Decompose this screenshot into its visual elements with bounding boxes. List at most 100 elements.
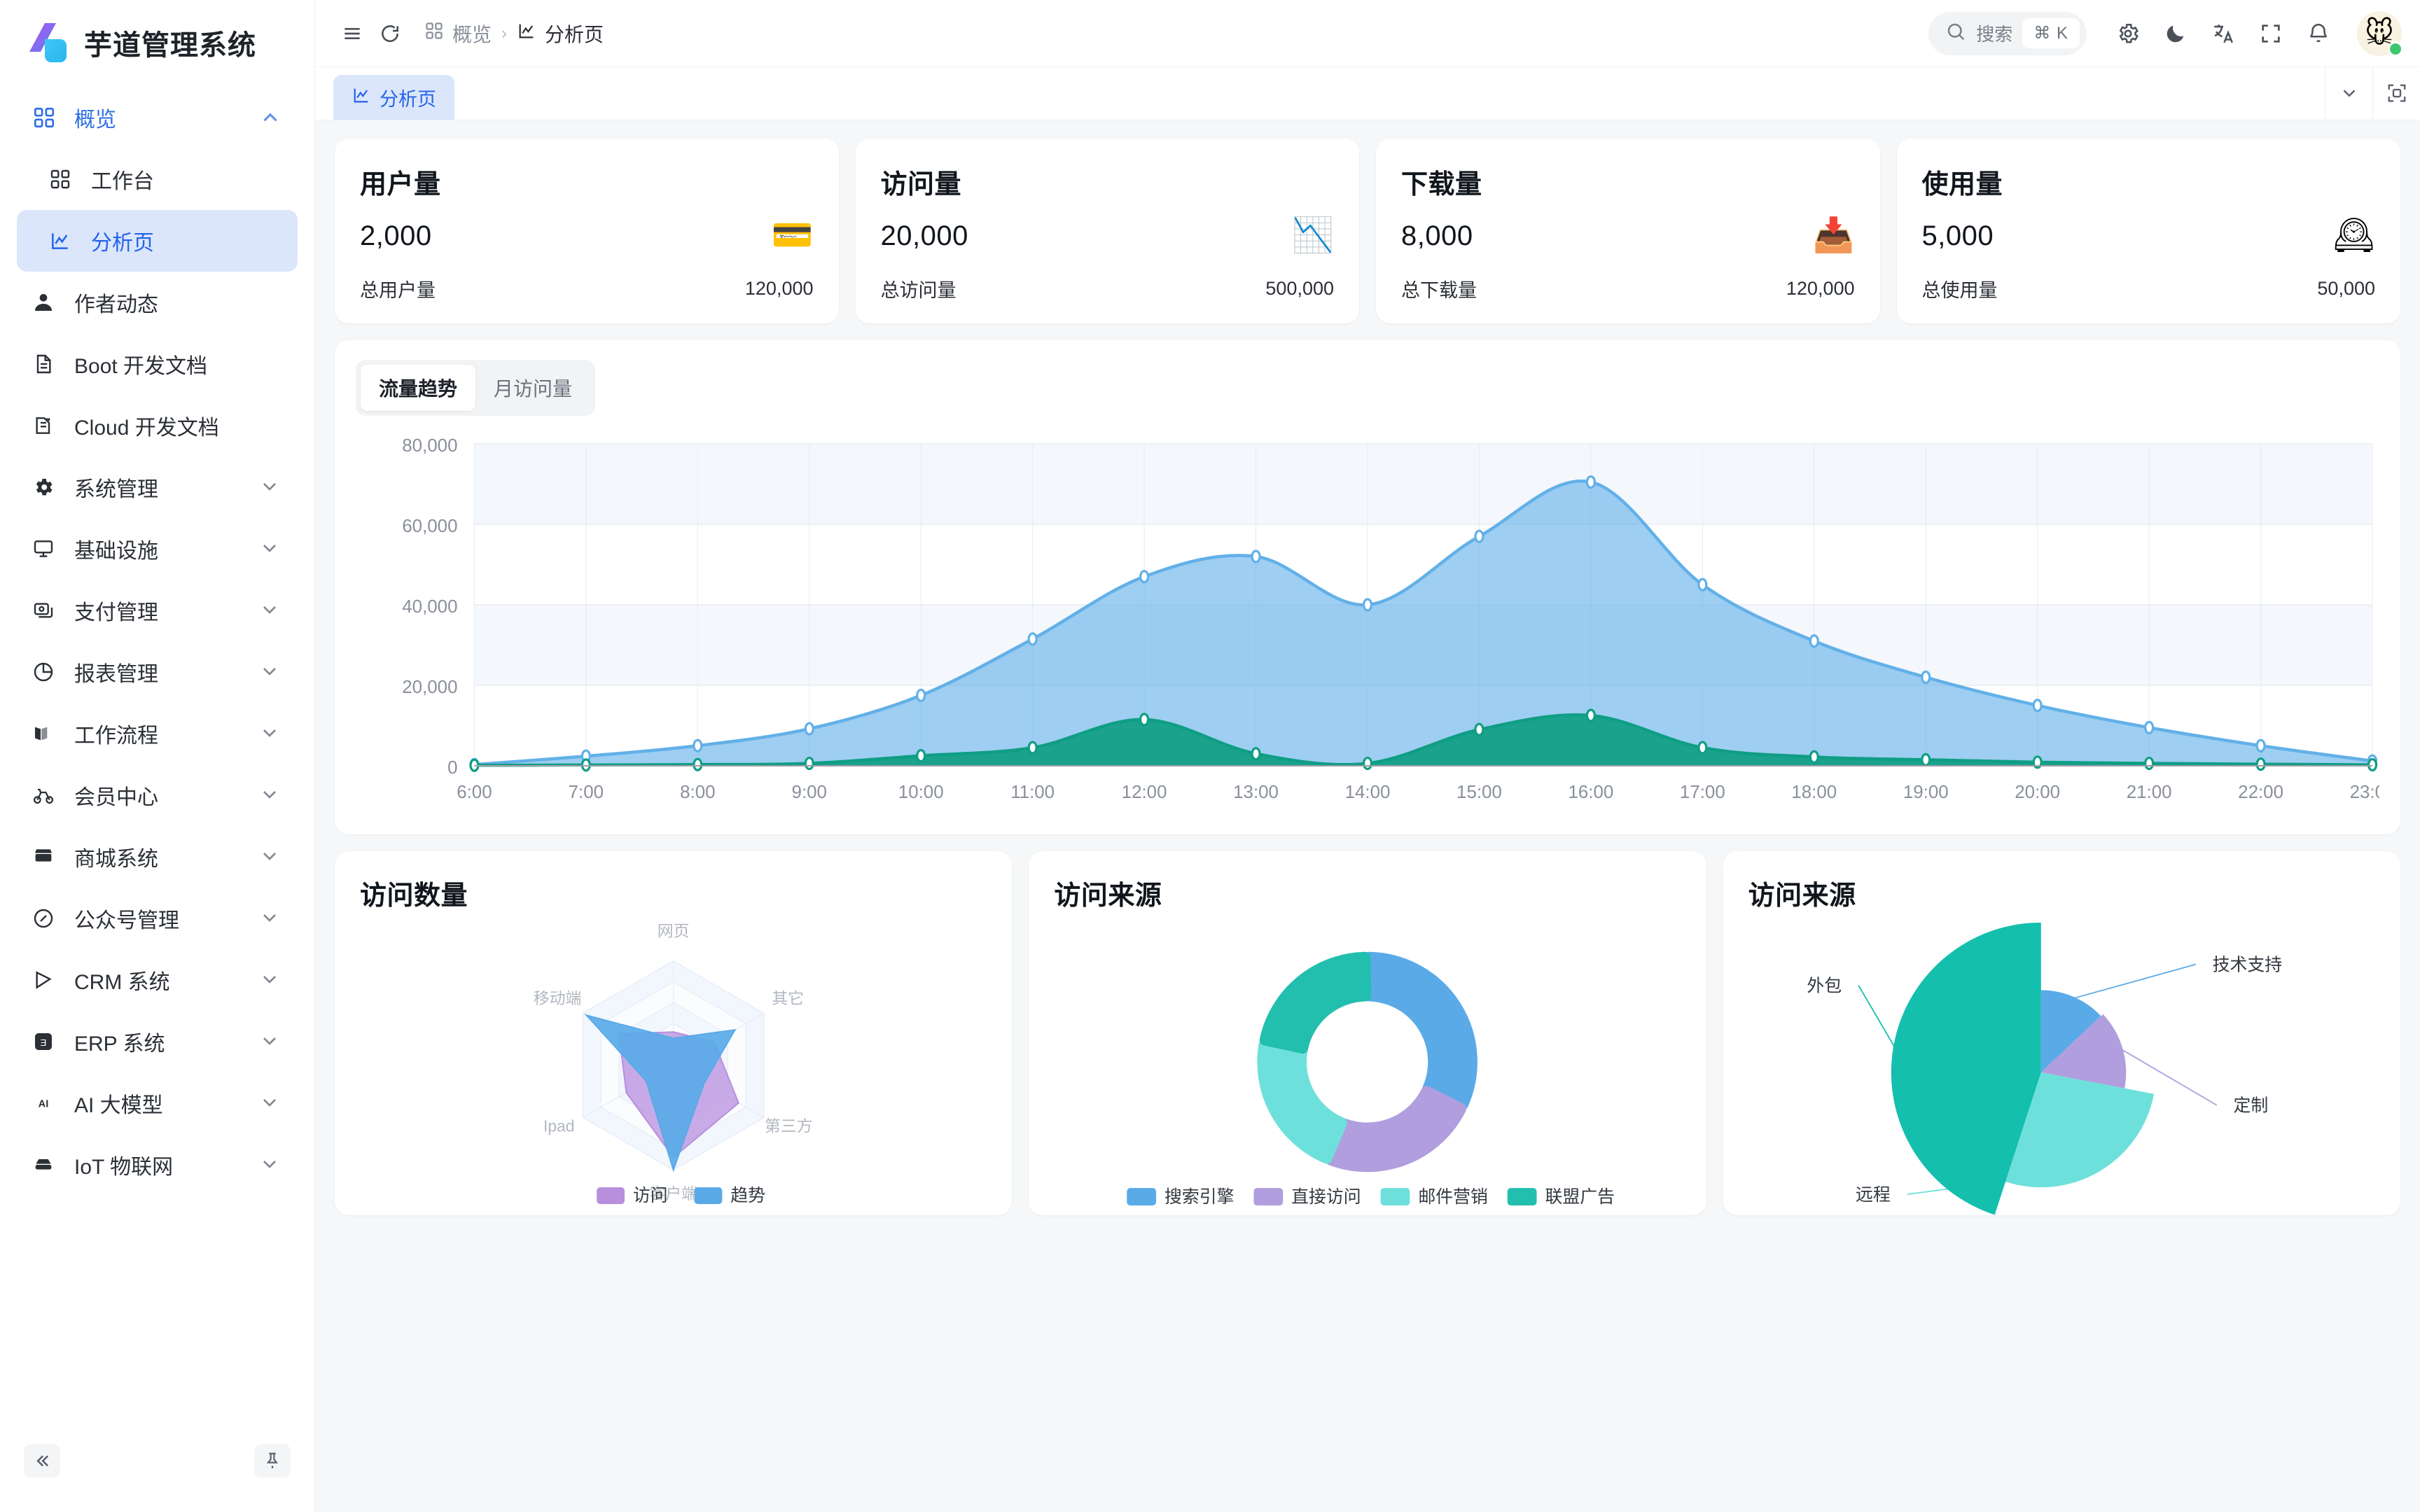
radar-chart[interactable]: 网页 其它 第三方 客户端 Ipad 移动端 访问 趋势 — [335, 916, 1012, 1215]
download-icon: 📥 — [1812, 217, 1855, 254]
svg-text:18:00: 18:00 — [1791, 783, 1837, 802]
clock-icon: 🕰 — [2332, 217, 2375, 254]
stat-foot-value: 120,000 — [744, 278, 814, 299]
chart-line-icon — [49, 230, 80, 252]
search-shortcut: ⌘ K — [2022, 18, 2080, 48]
refresh-icon[interactable] — [371, 15, 409, 52]
svg-text:移动端: 移动端 — [534, 989, 582, 1007]
sidebar-item-label: 基础设施 — [74, 540, 158, 563]
gear-icon — [32, 476, 63, 498]
sidebar-item-label: 支付管理 — [74, 601, 158, 624]
brand[interactable]: 芋道管理系统 — [0, 0, 314, 87]
sidebar-item-iot[interactable]: IoT 物联网 — [17, 1134, 298, 1196]
bike-icon — [32, 784, 63, 806]
sidebar-item-boot-doc[interactable]: Boot 开发文档 — [17, 333, 298, 395]
chevron-down-icon — [258, 537, 282, 561]
user-icon — [32, 291, 63, 314]
main-area: 概览 › 分析页 — [315, 0, 2420, 1512]
bottom-charts-row: 访问数量 网页 其它 第三方 客户端 Ipad 移动端 访问 趋势 访问来源 搜索引擎 直接访问… — [335, 851, 2400, 1215]
topbar: 概览 › 分析页 — [315, 0, 2420, 67]
translate-icon[interactable] — [2204, 15, 2242, 52]
chevron-down-icon — [258, 1091, 282, 1115]
sidebar-item-system[interactable]: 系统管理 — [17, 456, 298, 518]
segment-monthly-visits[interactable]: 月访问量 — [494, 378, 573, 400]
credit-card-icon: 💳 — [771, 217, 814, 254]
fullscreen-icon[interactable] — [2252, 15, 2290, 52]
hamburger-icon[interactable] — [333, 15, 371, 52]
stat-card-usage: 使用量 5,000 🕰 总使用量 50,000 — [1896, 139, 2400, 323]
maximize-icon[interactable] — [2372, 66, 2420, 120]
brand-title: 芋道管理系统 — [84, 30, 256, 61]
sidebar-item-label: Cloud 开发文档 — [74, 416, 219, 440]
chevron-down-icon[interactable] — [2325, 66, 2372, 120]
card-title: 访问来源 — [1748, 881, 1856, 911]
sidebar-item-label: 工作流程 — [74, 724, 158, 748]
bell-icon[interactable] — [2300, 15, 2337, 52]
stat-card-visits: 访问量 20,000 📉 总访问量 500,000 — [855, 139, 1359, 323]
svg-text:20:00: 20:00 — [2015, 783, 2060, 802]
sidebar-item-crm[interactable]: CRM 系统 — [17, 949, 298, 1011]
pin-sidebar-button[interactable] — [254, 1444, 291, 1478]
svg-text:Ipad: Ipad — [543, 1117, 575, 1135]
chevron-down-icon — [258, 845, 282, 869]
card-title: 访问数量 — [360, 881, 468, 911]
sidebar-item-label: 概览 — [74, 108, 116, 132]
svg-text:外包: 外包 — [1807, 976, 1842, 995]
chevron-down-icon — [258, 598, 282, 622]
sidebar-item-label: AI 大模型 — [74, 1094, 163, 1117]
gear-icon[interactable] — [2109, 15, 2147, 52]
grid-icon — [32, 106, 63, 130]
sidebar-item-infra[interactable]: 基础设施 — [17, 518, 298, 580]
svg-text:80,000: 80,000 — [402, 436, 457, 456]
chevron-down-icon — [258, 475, 282, 499]
stat-foot-value: 120,000 — [1786, 278, 1855, 299]
moon-icon[interactable] — [2157, 15, 2195, 52]
copy-document-icon — [32, 414, 63, 437]
breadcrumb-item-overview[interactable]: 概览 — [424, 20, 492, 48]
sidebar-item-mall[interactable]: 商城系统 — [17, 826, 298, 888]
sidebar-item-member[interactable]: 会员中心 — [17, 764, 298, 826]
breadcrumb-label: 分析页 — [545, 23, 604, 46]
sidebar-item-overview[interactable]: 概览 — [17, 87, 298, 148]
shop-icon — [32, 846, 63, 868]
sidebar-item-erp[interactable]: Ǝ ERP 系统 — [17, 1011, 298, 1072]
sidebar-item-workbench[interactable]: 工作台 — [17, 148, 298, 210]
search-button[interactable]: 搜索 ⌘ K — [1928, 11, 2087, 55]
sidebar-item-author[interactable]: 作者动态 — [17, 272, 298, 333]
chevron-down-icon — [258, 1153, 282, 1177]
sidebar-item-report[interactable]: 报表管理 — [17, 641, 298, 703]
collapse-sidebar-button[interactable] — [24, 1444, 60, 1478]
breadcrumb-item-analysis[interactable]: 分析页 — [517, 20, 604, 48]
sidebar-item-label: 会员中心 — [74, 786, 158, 809]
sidebar-item-workflow[interactable]: 工作流程 — [17, 703, 298, 764]
stat-foot-label: 总用户量 — [360, 280, 436, 301]
donut-chart[interactable]: 搜索引擎 直接访问 邮件营销 联盟广告 — [1029, 916, 1706, 1215]
tabs-bar: 分析页 — [315, 66, 2420, 120]
sidebar-item-cloud-doc[interactable]: Cloud 开发文档 — [17, 395, 298, 456]
sidebar-item-label: CRM 系统 — [74, 971, 170, 994]
sidebar-item-analysis[interactable]: 分析页 — [17, 210, 298, 272]
svg-text:20,000: 20,000 — [402, 678, 457, 697]
sidebar-item-pay[interactable]: 支付管理 — [17, 580, 298, 641]
chevron-down-icon — [258, 968, 282, 992]
pie-chart[interactable]: 技术支持 定制 远程 外包 — [1723, 916, 2400, 1215]
sidebar-item-ai[interactable]: AI AI 大模型 — [17, 1072, 298, 1134]
svg-text:6:00: 6:00 — [457, 783, 492, 802]
svg-text:邮件营销: 邮件营销 — [1419, 1187, 1489, 1207]
search-label: 搜索 — [1976, 24, 2013, 45]
tab-analysis[interactable]: 分析页 — [333, 75, 454, 120]
chevron-down-icon — [258, 783, 282, 807]
stat-foot-label: 总下载量 — [1401, 280, 1477, 301]
stat-card-downloads: 下载量 8,000 📥 总下载量 120,000 — [1376, 139, 1880, 323]
chevron-down-icon — [258, 906, 282, 930]
stat-title: 使用量 — [1921, 170, 2003, 200]
area-chart[interactable]: 0 20,000 40,000 60,000 80,000 6:00 7:00 8:00 9:0… — [356, 428, 2379, 820]
compass-icon — [32, 907, 63, 930]
sidebar-item-mp[interactable]: 公众号管理 — [17, 888, 298, 949]
segment-traffic-trend[interactable]: 流量趋势 — [361, 365, 476, 411]
svg-text:搜索引擎: 搜索引擎 — [1164, 1187, 1235, 1207]
svg-text:8:00: 8:00 — [680, 783, 715, 802]
chevron-down-icon — [258, 1030, 282, 1054]
svg-text:Ǝ: Ǝ — [41, 1037, 47, 1048]
avatar[interactable]: 🐭 — [2357, 10, 2403, 57]
